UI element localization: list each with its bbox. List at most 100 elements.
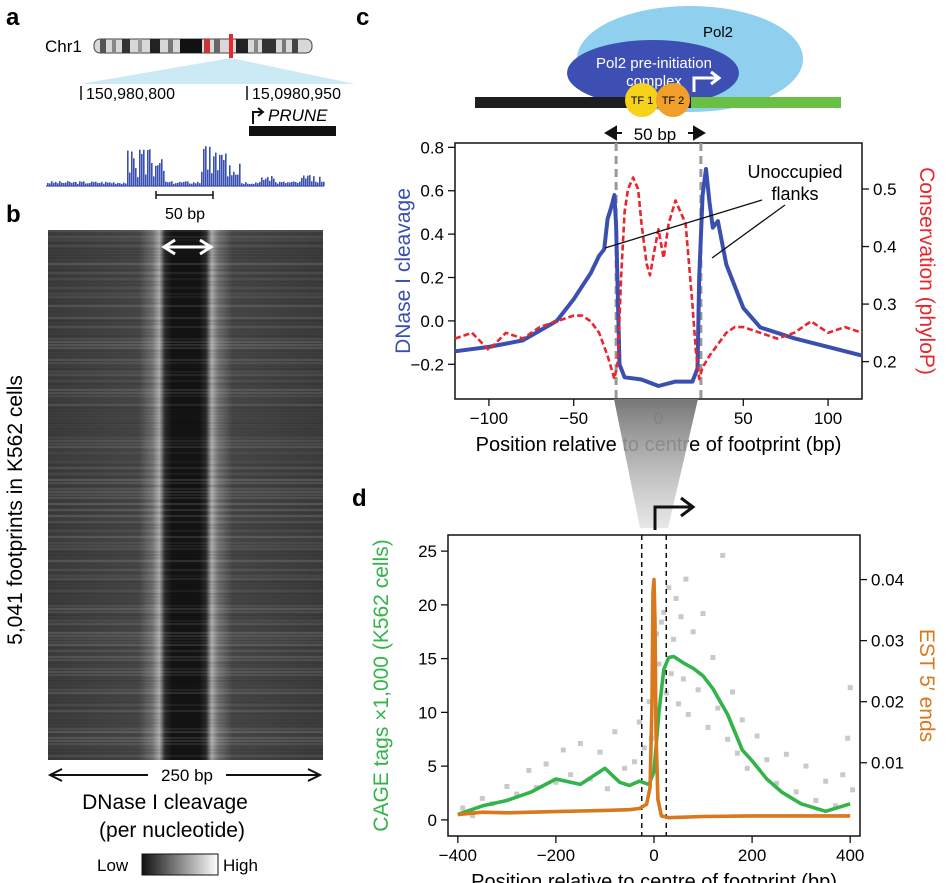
tss-arrow-icon [252,107,265,124]
x-tick-label: −100 [470,409,508,428]
cage-point [678,614,684,620]
cage-point [695,687,701,693]
series-line-cage_smooth [457,654,851,817]
chromosome-ideogram [93,34,313,58]
y-tick-label: −0.2 [410,355,444,374]
cage-point [560,747,566,753]
y-tick-label: 5 [428,757,437,776]
x-tick-label: −50 [559,409,588,428]
cage-point [568,772,574,778]
panel-b: b 5,041 footprints in K562 cells 250 bp … [4,201,323,876]
panel-a-letter: a [6,4,20,31]
tf1-circle [625,83,659,117]
y-tick-label: 0 [428,811,437,830]
tss-arrow-icon [653,496,696,530]
panel-c: c Pol2 Pol2 pre-initiation complex TF 1 … [356,4,938,528]
x-tick-label: 400 [836,846,864,865]
cage-point [840,772,846,778]
dna-downstream [691,97,841,108]
x-axis-label: Position relative to centre of footprint… [471,871,837,883]
cage-point [744,765,750,771]
panel-b-ylabel: 5,041 footprints in K562 cells [4,375,27,645]
cage-point [631,759,637,765]
y-tick-label: 25 [418,542,437,561]
series-line-est [457,577,851,820]
cage-point [658,619,664,625]
x-tick-label: −400 [439,846,477,865]
y-tick-label: 0.4 [420,225,444,244]
chart-c: −100−50050100−0.20.00.20.40.60.80.20.30.… [392,138,938,456]
dna-upstream [475,97,691,108]
y2-tick-label: 0.3 [873,295,897,314]
y-tick-label: 0.2 [420,269,444,288]
cage-point [479,795,485,801]
cage-point [683,576,689,582]
cage-point [646,699,652,705]
cage-point [850,787,856,793]
cage-point [553,779,559,785]
panel-a: a Chr1 150,980,800 15,0980,950 PRUNE [6,4,355,223]
width-label: 250 bp [161,766,213,785]
cage-point [813,798,819,803]
heatmap-row-noise [48,230,323,760]
y2-tick-label: 0.4 [873,238,897,257]
x-tick-label: 50 [734,409,753,428]
zoom-funnel [614,399,698,528]
span-arrow-c [604,125,706,141]
cage-point [543,761,549,767]
y-axis-label: CAGE tags ×1,000 (K562 cells) [370,539,393,831]
cage-point [666,585,672,591]
annotation-leader-left [604,199,763,249]
legend-low: Low [97,856,129,875]
cage-point [676,701,681,707]
pic-shape [567,40,739,106]
panel-c-letter: c [356,4,369,31]
dnase-track [47,146,325,186]
y-tick-label: 0.0 [420,312,444,331]
chart-d: −400 −200 0 200 400 0 5 10 15 20 25 0.01 0.02 0.03 0.0… [370,534,938,883]
legend-high: High [223,856,258,875]
cage-point [526,767,532,773]
cage-point [577,741,583,746]
scale-label-a: 50 bp [165,206,205,223]
y-tick-label: 0.8 [420,138,444,157]
cage-point [460,805,466,811]
cage-point [636,719,642,725]
cage-point [690,629,696,635]
x-tick-label: 100 [814,409,842,428]
cage-point [793,789,799,795]
panel-d-letter: d [352,485,367,512]
pic-label-line1: Pol2 pre-initiation [596,55,712,72]
cage-point [730,689,735,695]
cage-point [604,786,610,792]
cage-point [710,655,716,660]
cage-point [673,595,679,601]
y-tick-label: 20 [418,596,437,615]
cage-point [720,552,726,558]
series-line-dnase [454,167,863,388]
x-tick-label: 200 [738,846,766,865]
tf2-label: TF 2 [662,95,685,107]
x-tick-label: −200 [537,846,575,865]
cage-point [774,780,780,786]
cage-point [656,661,662,667]
cage-point [504,784,510,789]
cage-point [700,611,706,616]
cage-point [597,749,603,755]
y2-tick-label: 0.01 [871,754,904,773]
footprint-span-arrow [161,238,214,256]
cage-point [734,750,740,756]
annotation-line2: flanks [771,184,818,204]
tf1-label: TF 1 [631,95,654,107]
x-tick-label: 0 [649,846,658,865]
y-tick-label: 0.6 [420,182,444,201]
tf2-circle [656,83,690,117]
y2-tick-label: 0.2 [873,353,897,372]
scale-bar-a [155,191,214,199]
chromosome-label: Chr1 [45,37,82,56]
cage-point [803,763,809,769]
y2-tick-label: 0.02 [871,693,904,712]
annotation-leader-right [711,204,786,259]
y-tick-label: 15 [418,650,437,669]
